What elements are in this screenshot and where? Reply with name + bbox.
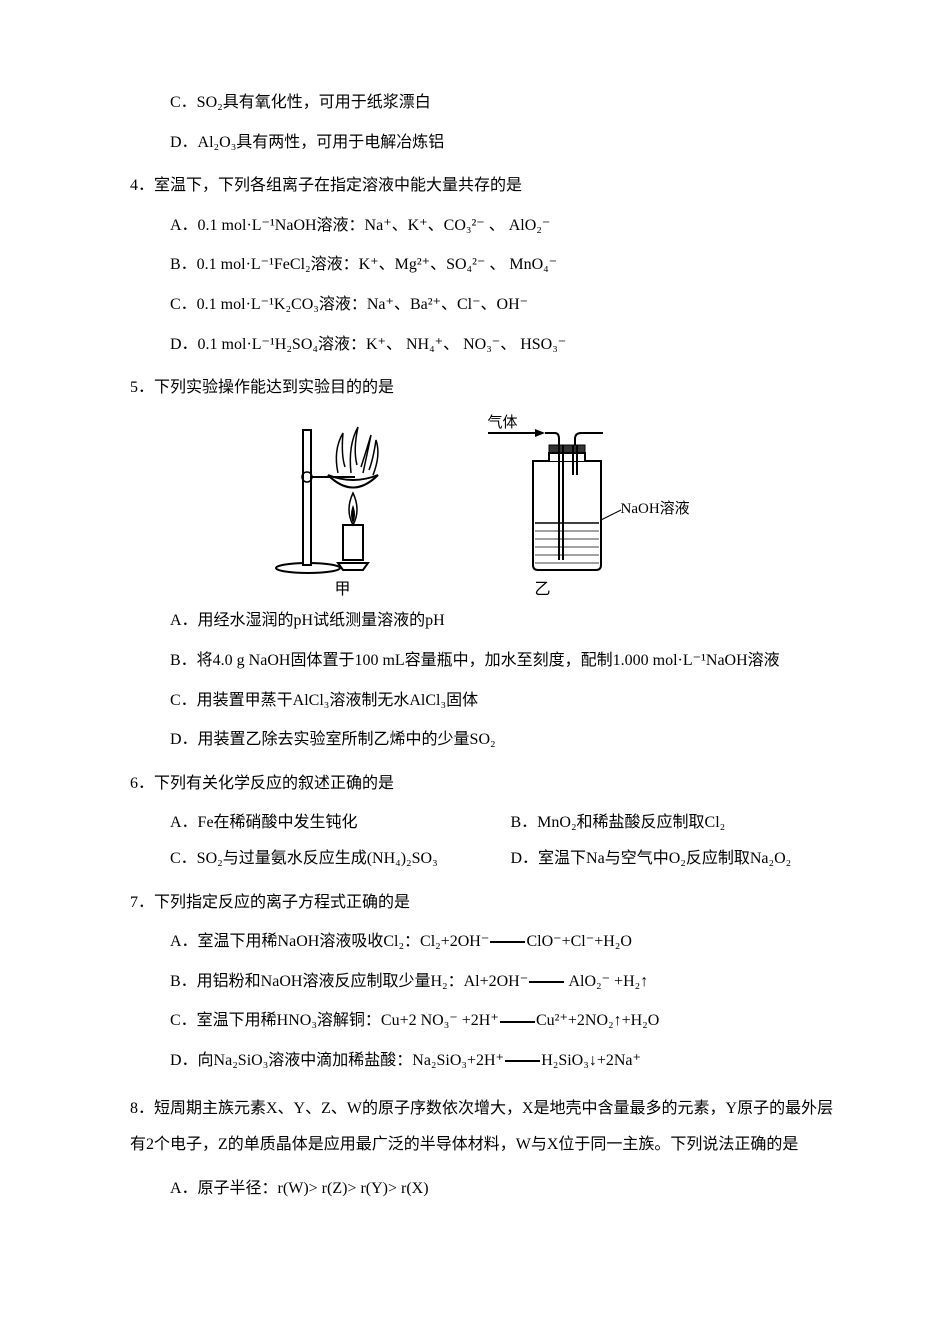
q6-row-ab: A．Fe在稀硝酸中发生钝化 B．MnO₂和稀盐酸反应制取Cl₂ [130, 810, 835, 836]
q7-option-a: A．室温下用稀NaOH溶液吸收Cl₂：Cl₂+2OH⁻ ClO⁻+Cl⁻+H₂O [130, 929, 835, 955]
q7-stem: 7．下列指定反应的离子方程式正确的是 [130, 890, 835, 916]
q7-a-pre: A．室温下用稀NaOH溶液吸收Cl₂：Cl₂+2OH⁻ [170, 933, 489, 950]
reaction-arrow [490, 941, 525, 943]
q6-option-b: B．MnO₂和稀盐酸反应制取Cl₂ [495, 810, 836, 836]
q8-option-a: A．原子半径：r(W)> r(Z)> r(Y)> r(X) [130, 1176, 835, 1202]
q7-a-post: ClO⁻+Cl⁻+H₂O [526, 933, 631, 950]
q6-row-cd: C．SO₂与过量氨水反应生成(NH₄)₂SO₃ D．室温下Na与空气中O₂反应制… [130, 846, 835, 872]
q5-option-d: D．用装置乙除去实验室所制乙烯中的少量SO₂ [130, 727, 835, 753]
q5-stem: 5．下列实验操作能达到实验目的的是 [130, 375, 835, 401]
q5-option-c: C．用装置甲蒸干AlCl₃溶液制无水AlCl₃固体 [130, 688, 835, 714]
q4-option-b: B．0.1 mol·L⁻¹FeCl₂溶液：K⁺、Mg²⁺、SO₄²⁻ 、 MnO… [130, 252, 835, 278]
q6-stem: 6．下列有关化学反应的叙述正确的是 [130, 771, 835, 797]
q7-b-pre: B．用铝粉和NaOH溶液反应制取少量H₂：Al+2OH⁻ [170, 973, 528, 990]
q7-c-post: Cu²⁺+2NO₂↑+H₂O [536, 1012, 659, 1029]
q6-option-c: C．SO₂与过量氨水反应生成(NH₄)₂SO₃ [130, 846, 495, 872]
q5-figure-b: 气体 NaOH溶液 乙 [483, 415, 693, 603]
q7-b-post: AlO₂⁻ +H₂↑ [565, 973, 648, 990]
q5-figure-row: 甲 [130, 415, 835, 603]
q8-stem: 8．短周期主族元素X、Y、Z、W的原子序数依次增大，X是地壳中含量最多的元素，Y… [130, 1091, 835, 1161]
q6-option-d: D．室温下Na与空气中O₂反应制取Na₂O₂ [495, 846, 836, 872]
q7-d-pre: D．向Na₂SiO₃溶液中滴加稀盐酸：Na₂SiO₃+2H⁺ [170, 1052, 504, 1069]
prev-option-c: C．SO₂具有氧化性，可用于纸浆漂白 [130, 90, 835, 116]
q7-option-c: C．室温下用稀HNO₃溶解铜：Cu+2 NO₃⁻ +2H⁺ Cu²⁺+2NO₂↑+… [130, 1008, 835, 1034]
q4-option-c: C．0.1 mol·L⁻¹K₂CO₃溶液：Na⁺、Ba²⁺、Cl⁻、OH⁻ [130, 292, 835, 318]
reaction-arrow [505, 1060, 540, 1062]
reaction-arrow [500, 1021, 535, 1023]
q5-figure-b-label: 乙 [534, 577, 550, 603]
gas-washing-bottle-icon [483, 415, 693, 573]
q5-option-b: B．将4.0 g NaOH固体置于100 mL容量瓶中，加水至刻度，配制1.00… [130, 648, 835, 674]
q4-stem: 4．室温下，下列各组离子在指定溶液中能大量共存的是 [130, 173, 835, 199]
evaporation-apparatus-icon [273, 415, 413, 575]
q7-option-d: D．向Na₂SiO₃溶液中滴加稀盐酸：Na₂SiO₃+2H⁺ H₂SiO₃↓+2N… [130, 1048, 835, 1074]
q7-d-post: H₂SiO₃↓+2Na⁺ [541, 1052, 641, 1069]
q5-option-a: A．用经水湿润的pH试纸测量溶液的pH [130, 608, 835, 634]
reaction-arrow [529, 981, 564, 983]
q7-option-b: B．用铝粉和NaOH溶液反应制取少量H₂：Al+2OH⁻ AlO₂⁻ +H₂↑ [130, 969, 835, 995]
q4-option-d: D．0.1 mol·L⁻¹H₂SO₄溶液：K⁺、 NH₄⁺、 NO₃⁻、 HSO… [130, 332, 835, 358]
q4-option-a: A．0.1 mol·L⁻¹NaOH溶液：Na⁺、K⁺、CO₃²⁻ 、 AlO₂⁻ [130, 213, 835, 239]
q5-naoh-label: NaOH溶液 [621, 497, 690, 521]
q5-gas-arrow-label: 气体 [488, 411, 518, 435]
q6-option-a: A．Fe在稀硝酸中发生钝化 [130, 810, 495, 836]
prev-option-d: D．Al₂O₃具有两性，可用于电解冶炼铝 [130, 130, 835, 156]
q7-c-pre: C．室温下用稀HNO₃溶解铜：Cu+2 NO₃⁻ +2H⁺ [170, 1012, 499, 1029]
q5-figure-a-label: 甲 [334, 577, 350, 603]
q5-figure-a: 甲 [273, 415, 413, 603]
